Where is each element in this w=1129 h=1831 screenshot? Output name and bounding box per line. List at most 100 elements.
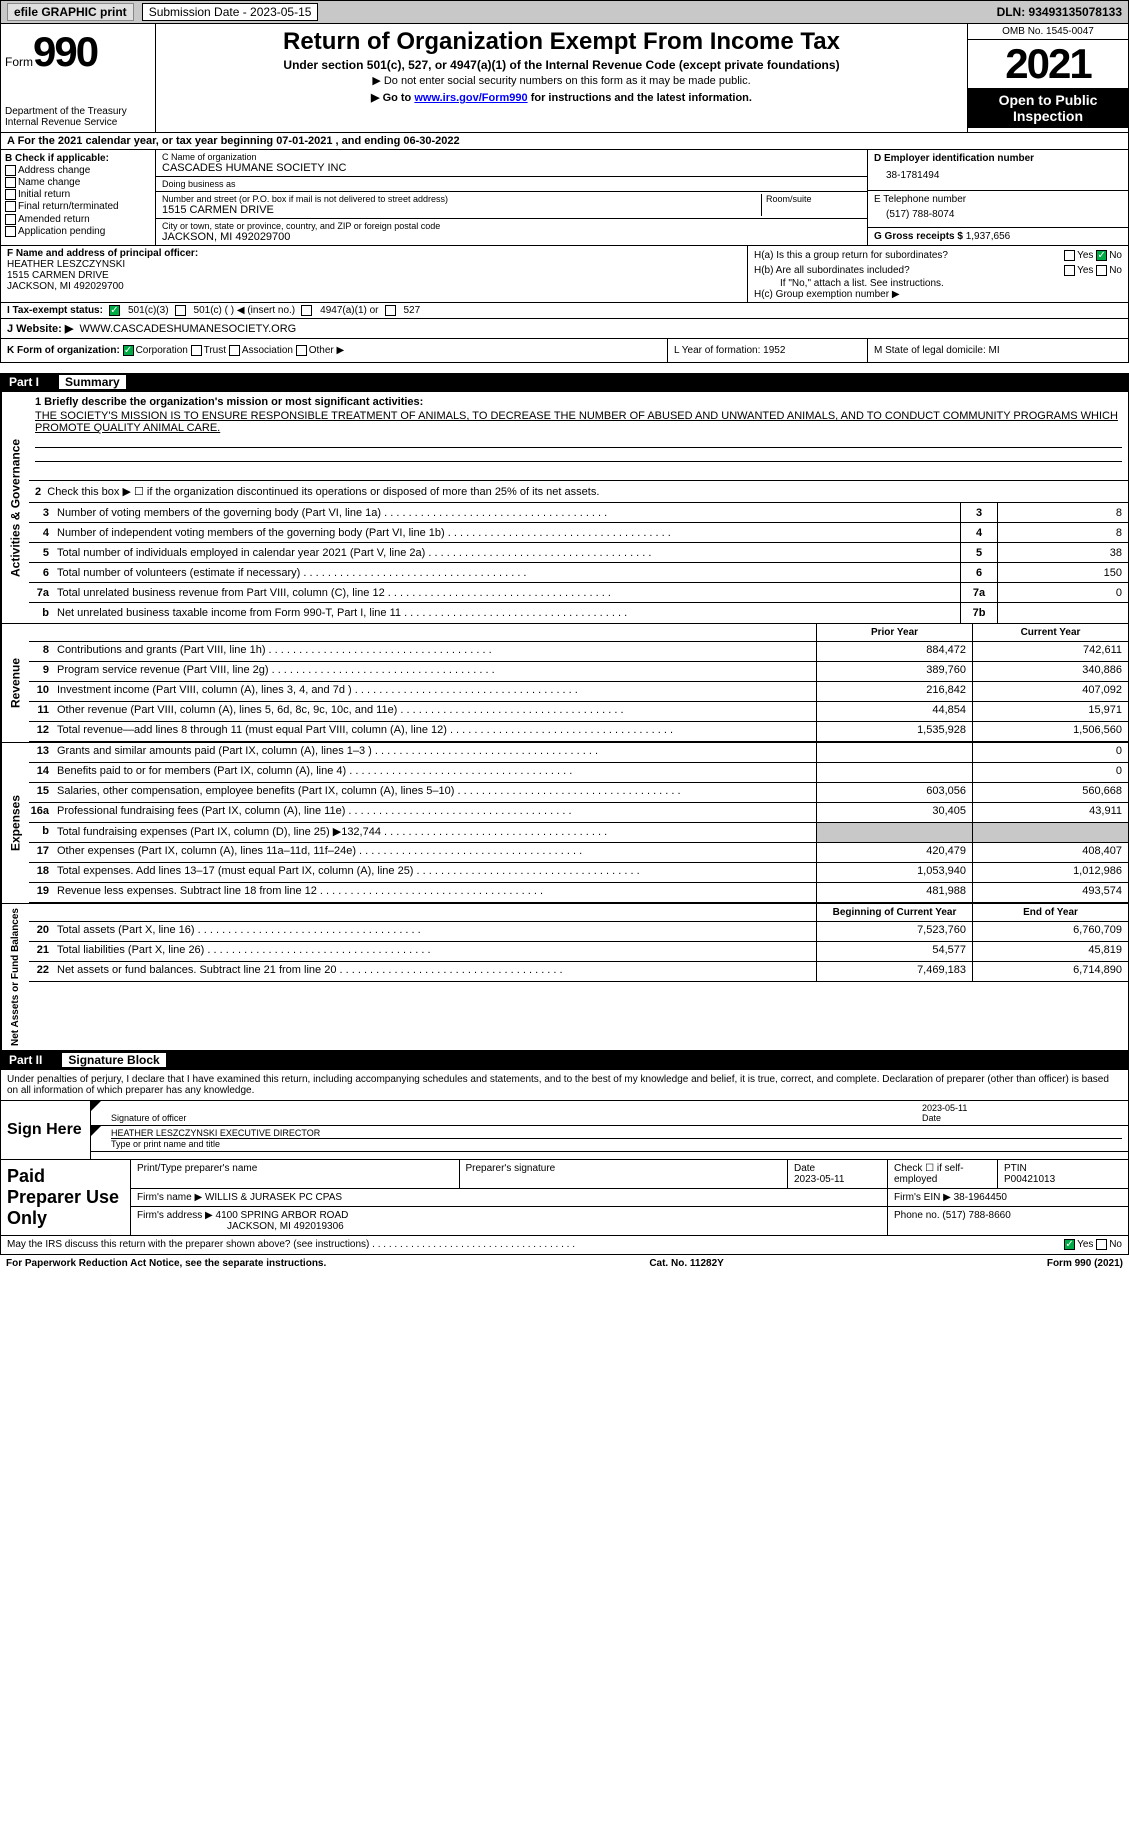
line-17: 17Other expenses (Part IX, column (A), l… [29,843,1128,863]
side-label-expenses: Expenses [1,743,29,903]
gross-label: G Gross receipts $ [874,231,963,242]
prep-name-label: Print/Type preparer's name [131,1160,460,1188]
line-7a: 7aTotal unrelated business revenue from … [29,583,1128,603]
hdr-current: Current Year [972,624,1128,641]
form-word: Form [5,55,33,69]
footer-mid: Cat. No. 11282Y [649,1258,723,1269]
may-discuss-row: May the IRS discuss this return with the… [0,1236,1129,1254]
dln: DLN: 93493135078133 [997,5,1122,19]
chk-initial-return[interactable] [5,189,16,200]
chk-other[interactable] [296,345,307,356]
line-15: 15Salaries, other compensation, employee… [29,783,1128,803]
form-org-row: K Form of organization: Corporation Trus… [0,339,1129,363]
form-number: 990 [33,28,97,75]
form-header: Form990 Department of the Treasury Inter… [0,24,1129,133]
line-19: 19Revenue less expenses. Subtract line 1… [29,883,1128,903]
may-yes-chk[interactable] [1064,1239,1075,1250]
section-bc: B Check if applicable: Address change Na… [0,150,1129,246]
line-7b: bNet unrelated business taxable income f… [29,603,1128,623]
org-name-label: C Name of organization [162,152,861,162]
irs-label: Internal Revenue Service [5,117,151,128]
irs-link[interactable]: www.irs.gov/Form990 [414,92,527,104]
chk-address-change[interactable] [5,165,16,176]
may-no-chk[interactable] [1096,1239,1107,1250]
dba-label: Doing business as [162,179,861,189]
website-row: J Website: ▶ WWW.CASCADESHUMANESOCIETY.O… [0,319,1129,339]
firm-name: WILLIS & JURASEK PC CPAS [205,1192,342,1203]
chk-app-pending[interactable] [5,226,16,237]
section-fh: F Name and address of principal officer:… [0,246,1129,303]
chk-501c[interactable] [175,305,186,316]
line-8: 8Contributions and grants (Part VIII, li… [29,642,1128,662]
chk-assoc[interactable] [229,345,240,356]
hc-label: H(c) Group exemption number ▶ [754,289,1122,300]
chk-4947[interactable] [301,305,312,316]
col-c-org-info: C Name of organizationCASCADES HUMANE SO… [156,150,868,245]
footer-right: Form 990 (2021) [1047,1258,1123,1269]
ein-value: 38-1781494 [874,164,1122,187]
gross-value: 1,937,656 [966,231,1011,242]
prep-date: 2023-05-11 [794,1174,844,1185]
line-11: 11Other revenue (Part VIII, column (A), … [29,702,1128,722]
tel-value: (517) 788-8074 [874,205,1122,224]
omb-number: OMB No. 1545-0047 [968,24,1128,40]
side-label-revenue: Revenue [1,624,29,742]
hdr-begin: Beginning of Current Year [816,904,972,921]
public-inspection: Open to Public Inspection [968,88,1128,128]
chk-final-return[interactable] [5,201,16,212]
ha-no-chk[interactable] [1096,250,1107,261]
line-9: 9Program service revenue (Part VIII, lin… [29,662,1128,682]
page-footer: For Paperwork Reduction Act Notice, see … [0,1255,1129,1272]
room-label: Room/suite [761,194,861,216]
form-title: Return of Organization Exempt From Incom… [164,28,959,56]
website-label: J Website: ▶ [7,323,73,335]
tax-status-label: I Tax-exempt status: [7,305,103,316]
chk-trust[interactable] [191,345,202,356]
efile-button[interactable]: efile GRAPHIC print [7,3,134,21]
dept-treasury: Department of the Treasury [5,106,151,117]
line-16a: 16aProfessional fundraising fees (Part I… [29,803,1128,823]
line-20: 20Total assets (Part X, line 16)7,523,76… [29,922,1128,942]
tax-year: 2021 [968,40,1128,88]
sig-date-label: Date [922,1113,1122,1123]
sign-here-label: Sign Here [1,1101,91,1159]
line-4: 4Number of independent voting members of… [29,523,1128,543]
part1-header: Part I Summary [0,373,1129,392]
line-18: 18Total expenses. Add lines 13–17 (must … [29,863,1128,883]
ha-yes-chk[interactable] [1064,250,1075,261]
part2-num: Part II [9,1053,42,1067]
chk-amended[interactable] [5,214,16,225]
officer-label: F Name and address of principal officer: [7,248,741,259]
line-12: 12Total revenue—add lines 8 through 11 (… [29,722,1128,742]
part2-title: Signature Block [62,1053,165,1067]
line-22: 22Net assets or fund balances. Subtract … [29,962,1128,982]
chk-name-change[interactable] [5,177,16,188]
sign-here-block: Sign Here Signature of officer 2023-05-1… [0,1101,1129,1160]
prep-sig-label: Preparer's signature [460,1160,789,1188]
hb-yes-chk[interactable] [1064,265,1075,276]
line-14: 14Benefits paid to or for members (Part … [29,763,1128,783]
addr-label: Number and street (or P.O. box if mail i… [162,194,761,204]
col-b-checkboxes: B Check if applicable: Address change Na… [1,150,156,245]
footer-left: For Paperwork Reduction Act Notice, see … [6,1258,326,1269]
form-subtitle-1: Under section 501(c), 527, or 4947(a)(1)… [164,58,959,72]
mission-text: THE SOCIETY'S MISSION IS TO ENSURE RESPO… [35,410,1122,434]
chk-corp[interactable] [123,345,134,356]
col-d-ein: D Employer identification number38-17814… [868,150,1128,245]
topbar: efile GRAPHIC print Submission Date - 20… [0,0,1129,24]
chk-501c3[interactable] [109,305,120,316]
firm-ein: 38-1964450 [954,1192,1007,1203]
chk-527[interactable] [385,305,396,316]
line1-mission: 1 Briefly describe the organization's mi… [29,392,1128,481]
hdr-end: End of Year [972,904,1128,921]
addr-value: 1515 CARMEN DRIVE [162,204,761,216]
hb-no-chk[interactable] [1096,265,1107,276]
firm-phone: (517) 788-8660 [942,1210,1010,1221]
col-b-header: B Check if applicable: [5,153,151,164]
sig-name-value: HEATHER LESZCZYNSKI EXECUTIVE DIRECTOR [111,1128,1122,1138]
line-21: 21Total liabilities (Part X, line 26)54,… [29,942,1128,962]
org-name: CASCADES HUMANE SOCIETY INC [162,162,861,174]
part2-header: Part II Signature Block [0,1051,1129,1070]
sig-date-value: 2023-05-11 [922,1103,1122,1113]
paid-preparer-block: Paid Preparer Use Only Print/Type prepar… [0,1160,1129,1236]
